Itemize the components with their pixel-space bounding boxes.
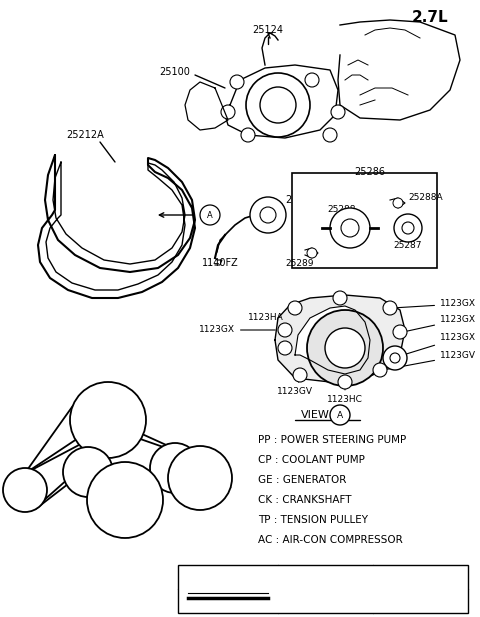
Circle shape — [278, 341, 292, 355]
Polygon shape — [295, 306, 370, 374]
Text: AC: AC — [193, 473, 207, 483]
Text: 1123HC: 1123HC — [327, 387, 363, 405]
Circle shape — [200, 205, 220, 225]
Text: 1123GX: 1123GX — [406, 315, 476, 331]
Circle shape — [63, 447, 113, 497]
Text: 25288: 25288 — [328, 205, 356, 215]
Text: 25288A: 25288A — [408, 193, 443, 202]
Circle shape — [390, 353, 400, 363]
Text: TP : TENSION PULLEY: TP : TENSION PULLEY — [258, 515, 368, 525]
Text: GE: GE — [18, 485, 32, 495]
Circle shape — [70, 382, 146, 458]
Text: TP: TP — [169, 463, 181, 473]
Text: PP : POWER STEERING PUMP: PP : POWER STEERING PUMP — [258, 435, 406, 445]
Circle shape — [325, 328, 365, 368]
Text: 1123GX: 1123GX — [199, 326, 275, 334]
Text: A: A — [337, 410, 343, 420]
Text: 25212A: 25212A — [66, 130, 104, 140]
Circle shape — [383, 346, 407, 370]
Circle shape — [341, 219, 359, 237]
Circle shape — [331, 105, 345, 119]
Text: CK: CK — [118, 495, 132, 505]
Circle shape — [393, 198, 403, 208]
Circle shape — [230, 75, 244, 89]
Text: 25212A: 25212A — [401, 596, 439, 606]
Text: 25-251: 25-251 — [308, 596, 342, 606]
Circle shape — [323, 128, 337, 142]
Circle shape — [278, 323, 292, 337]
Text: A: A — [207, 210, 213, 220]
Text: CK : CRANKSHAFT: CK : CRANKSHAFT — [258, 495, 351, 505]
Text: TP: TP — [82, 467, 94, 477]
Text: 25281: 25281 — [285, 195, 316, 205]
Polygon shape — [185, 82, 228, 130]
Text: GROUP NO: GROUP NO — [296, 570, 354, 580]
Text: 2.7L: 2.7L — [412, 10, 448, 25]
Circle shape — [241, 128, 255, 142]
Bar — [292, 173, 437, 268]
Text: PNC: PNC — [409, 570, 431, 580]
Circle shape — [394, 214, 422, 242]
Polygon shape — [225, 65, 338, 138]
Circle shape — [307, 248, 317, 258]
Circle shape — [87, 462, 163, 538]
Circle shape — [246, 73, 310, 137]
Circle shape — [393, 325, 407, 339]
Circle shape — [307, 310, 383, 386]
Text: 25289: 25289 — [286, 259, 314, 268]
Text: AC : AIR-CON COMPRESSOR: AC : AIR-CON COMPRESSOR — [258, 535, 403, 545]
Circle shape — [305, 73, 319, 87]
Circle shape — [330, 405, 350, 425]
Text: 1123GX: 1123GX — [395, 299, 476, 308]
Circle shape — [293, 368, 307, 382]
Circle shape — [250, 197, 286, 233]
Circle shape — [3, 468, 47, 512]
Polygon shape — [275, 295, 405, 382]
Text: 25287: 25287 — [394, 241, 422, 249]
Text: 1123GV: 1123GV — [386, 352, 476, 370]
Circle shape — [333, 291, 347, 305]
Circle shape — [260, 87, 296, 123]
Circle shape — [221, 105, 235, 119]
Text: 25124: 25124 — [252, 25, 284, 35]
Text: 25100: 25100 — [159, 67, 190, 77]
Circle shape — [260, 207, 276, 223]
Circle shape — [168, 446, 232, 510]
Text: VIEW: VIEW — [301, 410, 330, 420]
Text: 1123HA: 1123HA — [248, 310, 290, 321]
Text: 1123GV: 1123GV — [277, 381, 313, 397]
Text: CP : COOLANT PUMP: CP : COOLANT PUMP — [258, 455, 365, 465]
Text: PP: PP — [102, 415, 114, 425]
Text: GE : GENERATOR: GE : GENERATOR — [258, 475, 347, 485]
Circle shape — [288, 301, 302, 315]
Text: 1123GX: 1123GX — [406, 334, 476, 354]
Circle shape — [150, 443, 200, 493]
Circle shape — [373, 363, 387, 377]
Circle shape — [383, 301, 397, 315]
Text: 25286: 25286 — [355, 167, 385, 177]
Circle shape — [402, 222, 414, 234]
Text: 1140FZ: 1140FZ — [202, 258, 239, 268]
Circle shape — [330, 208, 370, 248]
Bar — [178, 565, 468, 613]
Circle shape — [338, 375, 352, 389]
